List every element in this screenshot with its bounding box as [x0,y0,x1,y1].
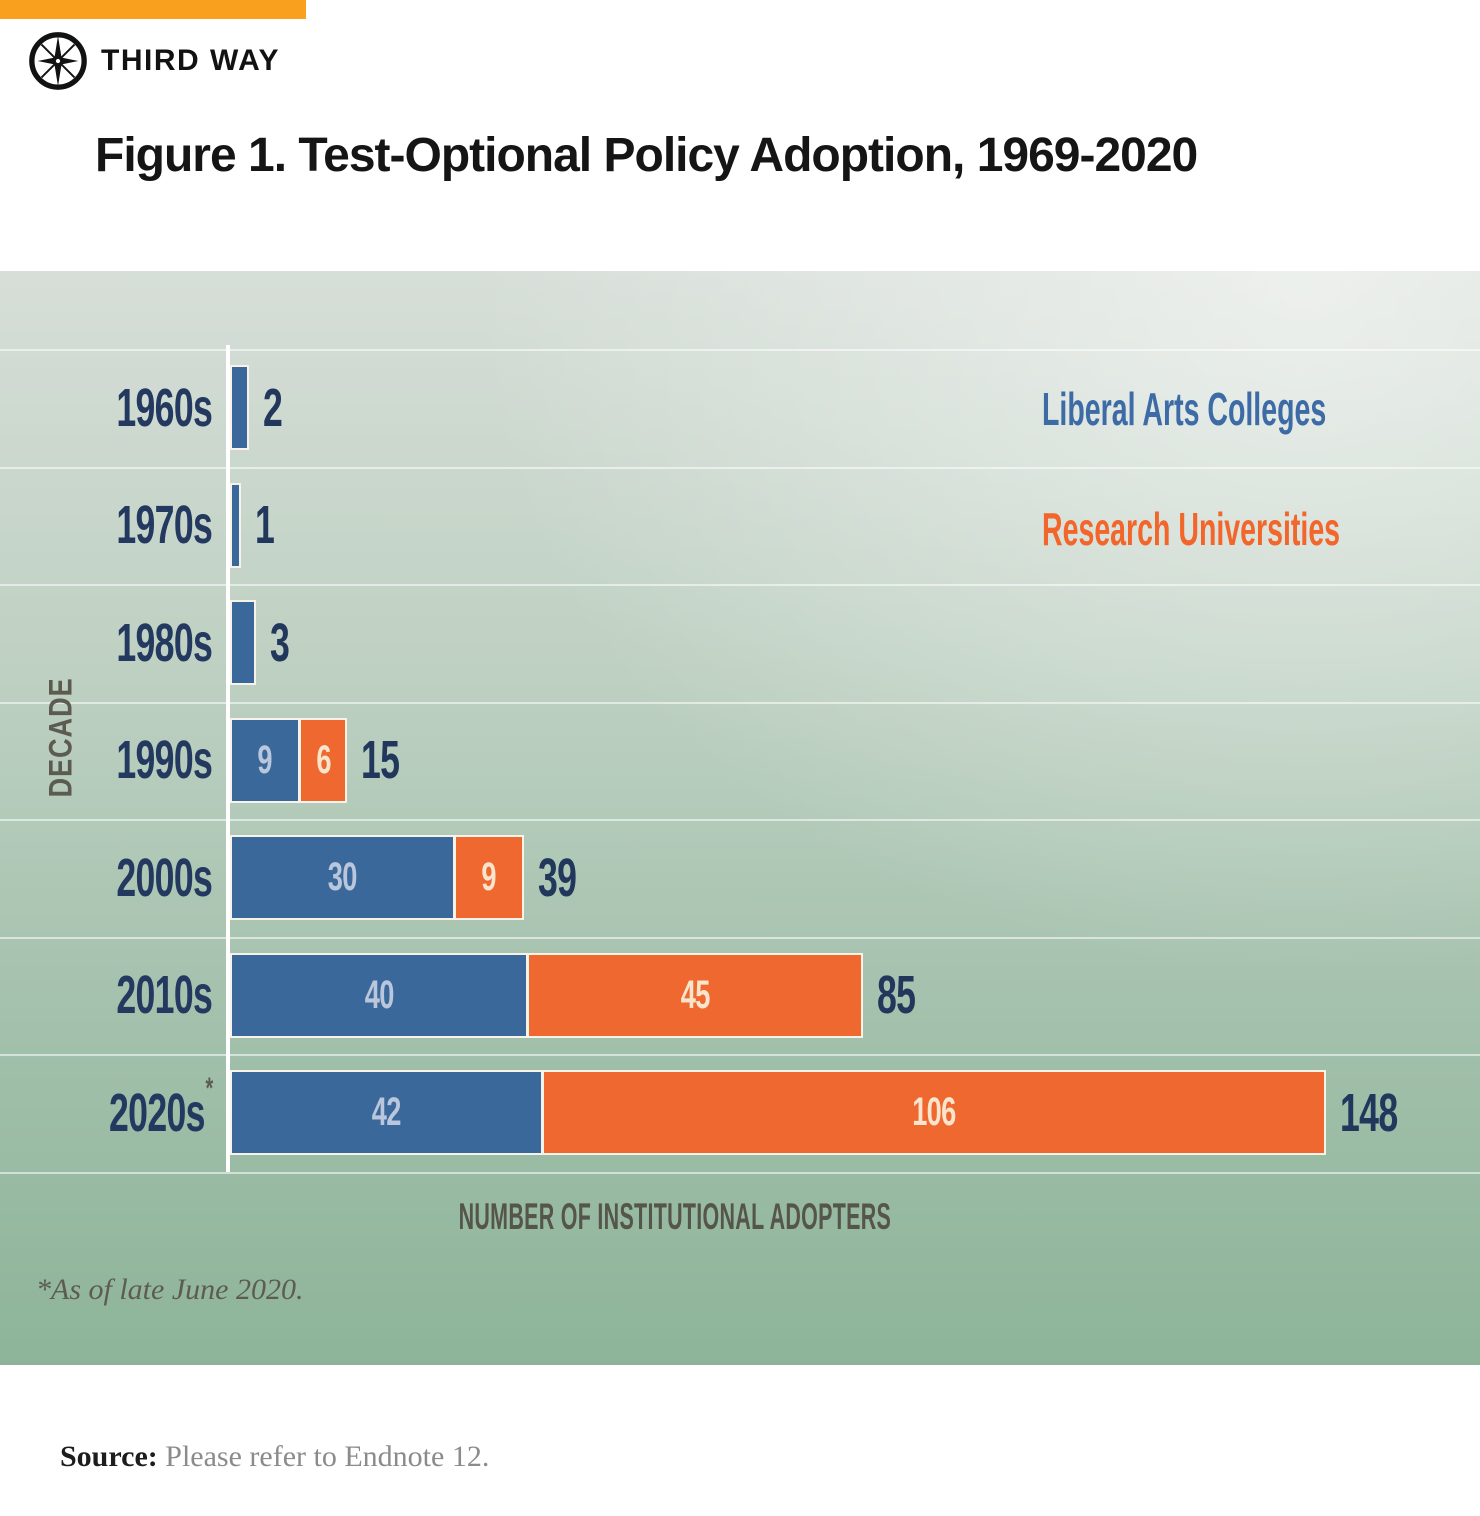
stacked-bar [230,600,257,686]
bar-segment-research-universities: 106 [542,1070,1327,1156]
segment-value-label: 9 [257,737,273,782]
bar-segment-liberal-arts-colleges [230,365,249,451]
footnote-asterisk: * [205,1071,214,1105]
bar-segment-liberal-arts-colleges [230,600,257,686]
bar-total-label: 85 [876,965,916,1026]
bar-total-label: 148 [1340,1082,1398,1143]
bar-segment-liberal-arts-colleges: 30 [230,835,455,921]
chart-rows: 1960s 2 1970s 1 1980s 3 1990s 9 6 15 2000s 30 9 39 201… [0,349,1480,1172]
bar-segment-liberal-arts-colleges: 42 [230,1070,544,1156]
chart-row-1990s: 1990s 9 6 15 [0,702,1480,820]
gridline [0,819,1480,821]
bar-segment-research-universities: 9 [453,835,525,921]
top-accent-bar [0,0,306,19]
gridline [0,584,1480,586]
segment-value-label: 106 [912,1090,957,1135]
category-label: 2020s* [109,1071,213,1143]
compass-star-icon [29,32,87,90]
chart-area: 1960s 2 1970s 1 1980s 3 1990s 9 6 15 2000s 30 9 39 201… [0,271,1480,1365]
stacked-bar [230,482,242,568]
chart-footnote: *As of late June 2020. [36,1273,304,1306]
chart-row-1960s: 1960s 2 [0,349,1480,467]
bar-total-label: 15 [361,730,400,791]
segment-value-label: 45 [680,972,711,1017]
page-title: Figure 1. Test-Optional Policy Adoption,… [95,129,1198,182]
chart-row-2010s: 2010s 40 45 85 [0,937,1480,1055]
chart-row-2020s: 2020s* 42 106 148 [0,1054,1480,1172]
category-label: 1980s [116,612,212,673]
bar-total-label: 1 [255,495,275,556]
category-label: 1970s [116,495,212,556]
source-line: Source: Please refer to Endnote 12. [60,1440,489,1474]
category-label: 2000s [116,847,212,908]
category-label: 1990s [116,730,212,791]
gridline [0,1054,1480,1056]
category-label: 1960s [116,377,212,438]
segment-value-label: 42 [372,1090,402,1135]
y-axis-title: DECADE [42,677,79,798]
gridline [0,701,1480,704]
segment-value-label: 6 [316,737,331,782]
chart-row-1970s: 1970s 1 [0,467,1480,585]
bar-segment-research-universities: 6 [299,717,348,803]
gridline [0,349,1480,351]
stacked-bar: 42 106 [230,1070,1327,1156]
bar-total-label: 39 [538,847,577,908]
gridline [0,466,1480,469]
source-label: Source: [60,1440,158,1473]
legend-item-liberal-arts: Liberal Arts Colleges [1042,383,1327,435]
legend-item-research: Research Universities [1042,503,1341,555]
brand-logo-text: THIRD WAY [101,44,281,77]
bar-segment-liberal-arts-colleges: 9 [230,717,301,803]
gridline [0,936,1480,939]
segment-value-label: 30 [327,855,358,900]
stacked-bar [230,365,249,451]
bar-segment-liberal-arts-colleges [230,482,242,568]
bar-total-label: 2 [262,377,283,438]
bar-segment-liberal-arts-colleges: 40 [230,952,529,1038]
category-label: 2010s [116,965,212,1026]
chart-row-2000s: 2000s 30 9 39 [0,819,1480,937]
segment-value-label: 40 [364,972,395,1017]
segment-value-label: 9 [481,855,497,900]
bar-segment-research-universities: 45 [527,952,863,1038]
brand-header: THIRD WAY [27,30,280,92]
gridline [0,1171,1480,1174]
chart-row-1980s: 1980s 3 [0,584,1480,702]
y-axis-line [226,345,230,1172]
source-text: Please refer to Endnote 12. [165,1440,490,1473]
x-axis-title: NUMBER OF INSTITUTIONAL ADOPTERS [458,1196,892,1237]
stacked-bar: 40 45 [230,952,863,1038]
chart-legend: Liberal Arts Colleges Research Universit… [1042,383,1480,623]
bar-total-label: 3 [270,612,290,673]
stacked-bar: 30 9 [230,835,525,921]
